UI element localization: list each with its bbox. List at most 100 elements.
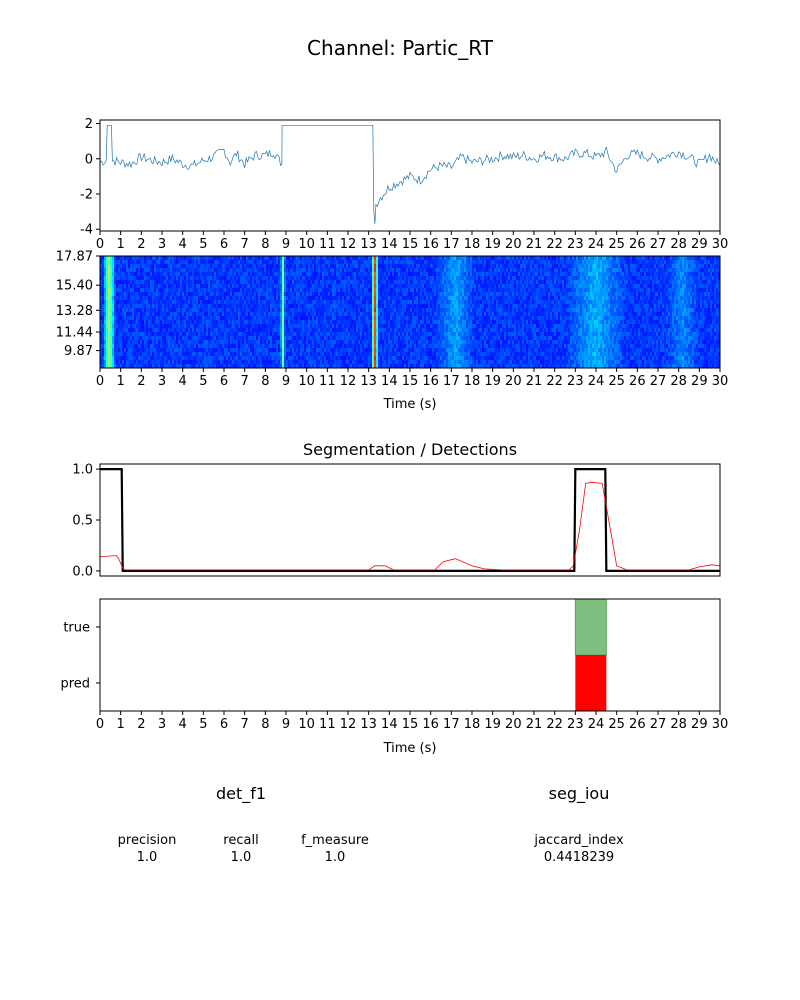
- spectrogram-cell: [392, 332, 395, 337]
- spectrogram-cell: [194, 340, 197, 345]
- spectrogram-cell: [420, 280, 423, 285]
- spectrogram-cell: [380, 292, 383, 297]
- spectrogram-cell: [346, 324, 349, 329]
- spectrogram-cell: [360, 340, 363, 345]
- spectrogram-cell: [298, 292, 301, 297]
- spectrogram-cell: [160, 352, 163, 357]
- spectrogram-cell: [134, 300, 137, 305]
- spectrogram-cell: [256, 260, 259, 265]
- spectrogram-cell: [174, 320, 177, 325]
- signal-xtick-label: 7: [241, 237, 249, 252]
- spectrogram-cell: [408, 292, 411, 297]
- spectrogram-cell: [170, 360, 173, 365]
- spectrogram-cell: [120, 328, 123, 333]
- spectrogram-cell: [418, 344, 421, 349]
- spectrogram-cell: [250, 308, 253, 313]
- spectrogram-cell: [144, 336, 147, 341]
- spectrogram-cell: [438, 304, 441, 309]
- spectrogram-cell: [316, 356, 319, 361]
- spectrogram-cell: [158, 272, 161, 277]
- spectrogram-cell: [324, 300, 327, 305]
- spectrogram-cell: [256, 296, 259, 301]
- spectrogram-cell: [294, 328, 297, 333]
- spectrogram-cell: [332, 308, 335, 313]
- spectrogram-cell: [358, 328, 361, 333]
- spectrogram-cell: [240, 352, 243, 357]
- spectrogram-cell: [396, 300, 399, 305]
- spectrogram-cell: [304, 280, 307, 285]
- spectrogram-cell: [408, 332, 411, 337]
- spectrogram-cell: [402, 356, 405, 361]
- spectrogram-cell: [402, 324, 405, 329]
- spectrogram-cell: [216, 344, 219, 349]
- spectrogram-cell: [152, 284, 155, 289]
- spectrogram-cell: [104, 320, 107, 325]
- spectrogram-cell: [370, 356, 373, 361]
- spectrogram-cell: [440, 344, 443, 349]
- spectrogram-cell: [298, 344, 301, 349]
- spectrogram-cell: [216, 284, 219, 289]
- spectrogram-cell: [130, 328, 133, 333]
- spectrogram-cell: [268, 308, 271, 313]
- spectrogram-cell: [102, 364, 105, 369]
- spectrogram-cell: [184, 288, 187, 293]
- spectrogram-cell: [116, 276, 119, 281]
- spectrogram-cell: [336, 300, 339, 305]
- spectrogram-cell: [174, 344, 177, 349]
- spectrogram-cell: [414, 340, 417, 345]
- spectrogram-cell: [248, 284, 251, 289]
- spectrogram-cell: [264, 296, 267, 301]
- spectrogram-cell: [230, 332, 233, 337]
- spectrogram-cell: [382, 280, 385, 285]
- spectrogram-cell: [162, 272, 165, 277]
- spectrogram-cell: [136, 300, 139, 305]
- spectrogram-cell: [208, 332, 211, 337]
- spectrogram-cell: [166, 316, 169, 321]
- spectrogram-cell: [190, 352, 193, 357]
- spectrogram-cell: [260, 292, 263, 297]
- spectrogram-cell: [150, 256, 153, 261]
- spectrogram-cell: [244, 288, 247, 293]
- spectrogram-cell: [352, 312, 355, 317]
- spectrogram-cell: [134, 288, 137, 293]
- spectrogram-cell: [206, 308, 209, 313]
- spectrogram-cell: [348, 292, 351, 297]
- spectrogram-cell: [296, 304, 299, 309]
- spectrogram-cell: [428, 344, 431, 349]
- spectrogram-cell: [374, 292, 377, 297]
- spectrogram-cell: [176, 344, 179, 349]
- spectrogram-cell: [154, 264, 157, 269]
- spectrogram-cell: [194, 292, 197, 297]
- spectrogram-cell: [146, 260, 149, 265]
- spectrogram-cell: [312, 260, 315, 265]
- spectrogram-cell: [434, 316, 437, 321]
- spectrogram-cell: [296, 324, 299, 329]
- spectrogram-cell: [336, 336, 339, 341]
- spectrogram-cell: [258, 356, 261, 361]
- spectrogram-cell: [414, 352, 417, 357]
- spectrogram-cell: [140, 316, 143, 321]
- spectrogram-cell: [120, 364, 123, 369]
- spectrogram-cell: [286, 284, 289, 289]
- spectrogram-cell: [248, 308, 251, 313]
- spectrogram-cell: [428, 328, 431, 333]
- spectrogram-cell: [450, 292, 453, 297]
- spectrogram-cell: [108, 256, 111, 261]
- spectrogram-cell: [120, 336, 123, 341]
- spectrogram-cell: [346, 348, 349, 353]
- spectrogram-cell: [288, 268, 291, 273]
- spectrogram-cell: [356, 344, 359, 349]
- spectrogram-cell: [338, 284, 341, 289]
- spectrogram-cell: [170, 364, 173, 369]
- spectrogram-cell: [116, 340, 119, 345]
- spectrogram-cell: [124, 284, 127, 289]
- spectrogram-cell: [236, 284, 239, 289]
- spectrogram-cell: [176, 324, 179, 329]
- spectrogram-cell: [316, 352, 319, 357]
- spectrogram-cell: [306, 344, 309, 349]
- spectrogram-cell: [412, 356, 415, 361]
- spectrogram-cell: [156, 324, 159, 329]
- spectrogram-cell: [126, 300, 129, 305]
- spectrogram-cell: [216, 272, 219, 277]
- spectrogram-cell: [140, 256, 143, 261]
